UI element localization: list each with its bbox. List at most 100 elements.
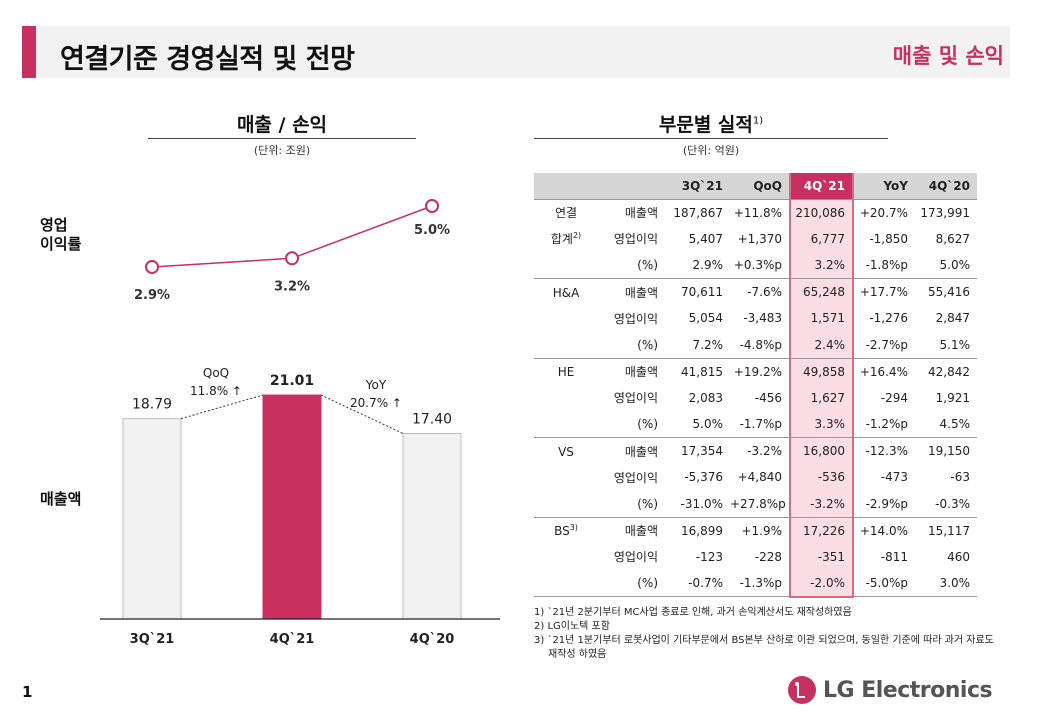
value-cell: +1,370 (737, 231, 782, 246)
value-cell: +27.8%p (730, 496, 786, 511)
value-cell: -63 (950, 470, 970, 485)
table-header-cell: 4Q`20 (915, 173, 977, 199)
value-cell: 17,354 (664, 437, 730, 464)
value-cell: +0.3%p (733, 258, 782, 272)
lg-logo: LG Electronics (788, 674, 993, 706)
category-label-1: 3Q`21 (130, 632, 175, 647)
value-cell: -1.7%p (739, 417, 782, 431)
value-cell: 2.9% (692, 258, 724, 272)
value-cell: 3.0% (915, 570, 977, 597)
value-cell: -3.2% (730, 437, 790, 464)
segment-cell (534, 544, 598, 571)
sales-bar-label-3: 17.40 (412, 411, 452, 427)
value-cell: -294 (880, 390, 908, 405)
value-cell: 210,086 (789, 198, 854, 226)
segment-cell: VS (534, 437, 598, 464)
margin-label-2: 3.2% (274, 279, 310, 294)
value-cell: -1.3%p (730, 570, 790, 597)
value-cell: 16,800 (789, 437, 854, 464)
value-cell: 1,921 (935, 390, 970, 405)
value-cell: 7.2% (692, 337, 724, 352)
segment-name: HE (557, 365, 575, 379)
value-cell: 70,611 (664, 278, 730, 305)
table-header-row: 3Q`21 QoQ 4Q`21 YoY 4Q`20 (534, 173, 977, 199)
value-cell: 2,083 (688, 390, 723, 405)
value-cell: 5.0% (692, 417, 724, 431)
segment-cell: HE (534, 357, 598, 385)
margin-row-label: 영업 이익률 (40, 216, 82, 253)
value-cell: -5.0%p (853, 570, 915, 597)
value-cell: 55,416 (915, 278, 977, 305)
slide-header: 연결기준 경영실적 및 전망 매출 및 손익 (0, 0, 1042, 82)
metric-cell: 매출액 (598, 278, 664, 305)
segment-title-sup: 1) (752, 115, 764, 127)
category-label-2: 4Q`21 (270, 632, 315, 647)
value-cell: +16.4% (853, 357, 915, 385)
segment-table: 3Q`21 QoQ 4Q`21 YoY 4Q`20 연결 매출액 187,867 +11.8%… (534, 173, 977, 598)
value-cell: -536 (789, 464, 854, 491)
value-cell: +4,840 (737, 470, 782, 485)
table-row: (%) -0.7% -1.3%p -2.0% -5.0%p 3.0% (534, 570, 977, 598)
slide-title: 연결기준 경영실적 및 전망 (60, 44, 355, 75)
sales-bar-label-2: 21.01 (270, 373, 314, 389)
value-cell: -31.0% (680, 496, 723, 511)
metric-cell: 매출액 (598, 357, 664, 385)
metric-cell: (%) (637, 258, 658, 272)
segment-unit: (단위: 억원) (682, 144, 740, 157)
value-cell: 3.2% (789, 252, 854, 279)
value-cell: 5,054 (688, 311, 723, 326)
qoq-connector (180, 394, 264, 420)
value-cell: -3,483 (743, 311, 782, 326)
value-cell: -3.2% (789, 490, 854, 517)
metric-cell: 영업이익 (613, 391, 658, 406)
table-header-cell: 4Q`21 (789, 173, 854, 199)
value-cell: -5,376 (684, 470, 723, 485)
qoq-value: 11.8% ↑ (190, 384, 242, 398)
value-cell: +17.7% (853, 278, 915, 305)
yoy-connector (320, 394, 404, 434)
metric-cell: 매출액 (598, 437, 664, 464)
value-cell: +14.0% (853, 516, 915, 544)
sales-row-label: 매출액 (40, 490, 82, 508)
segment-name: 연결 (554, 206, 578, 220)
margin-point-3 (425, 199, 439, 213)
table-header-cell: 3Q`21 (664, 173, 730, 199)
value-cell: +1.9% (730, 516, 790, 544)
value-cell: 19,150 (915, 437, 977, 464)
metric-cell: 영업이익 (613, 470, 658, 485)
segment-name: BS (554, 524, 570, 538)
table-row: (%) 5.0% -1.7%p 3.3% -1.2%p 4.5% (534, 411, 977, 438)
segment-cell (534, 411, 598, 438)
metric-cell: 매출액 (598, 516, 664, 544)
table-row: 합계2) 영업이익 5,407 +1,370 6,777 -1,850 8,627 (534, 225, 977, 252)
value-cell: 8,627 (935, 231, 970, 246)
value-cell: +11.8% (730, 198, 790, 226)
margin-point-2 (285, 251, 299, 266)
yoy-value: 20.7% ↑ (350, 396, 402, 410)
metric-cell: (%) (637, 337, 658, 352)
segment-title-text: 부문별 실적 (658, 114, 753, 136)
table-row: H&A 매출액 70,611 -7.6% 65,248 +17.7% 55,416 (534, 278, 977, 305)
table-row: VS 매출액 17,354 -3.2% 16,800 -12.3% 19,150 (534, 437, 977, 464)
metric-cell: (%) (598, 570, 664, 597)
lg-logo-text: LG Electronics (823, 677, 993, 703)
margin-line-layer: 2.9% 3.2% 5.0% (134, 199, 450, 303)
table-row: 연결 매출액 187,867 +11.8% 210,086 +20.7% 173,991 (534, 198, 977, 226)
value-cell: -1,850 (869, 231, 908, 246)
value-cell: 2.4% (789, 331, 854, 358)
category-label-3: 4Q`20 (410, 632, 455, 647)
page-number: 1 (22, 683, 33, 701)
metric-cell: 매출액 (598, 198, 664, 226)
metric-cell: (%) (637, 417, 658, 431)
value-cell: 5.0% (939, 258, 971, 272)
value-cell: -2.7%p (865, 337, 908, 352)
bar-layer: 18.79 3Q`21 21.01 4Q`21 17.40 4Q`20 (122, 373, 462, 647)
sales-bar-label-1: 18.79 (132, 397, 172, 413)
value-cell: -0.3% (935, 496, 970, 511)
margin-point-1 (145, 260, 159, 274)
value-cell: 42,842 (915, 357, 977, 385)
value-cell: 5,407 (688, 231, 723, 246)
header-band (36, 26, 1010, 78)
table-row: 영업이익 2,083 -456 1,627 -294 1,921 (534, 384, 977, 411)
segment-cell (534, 332, 598, 359)
